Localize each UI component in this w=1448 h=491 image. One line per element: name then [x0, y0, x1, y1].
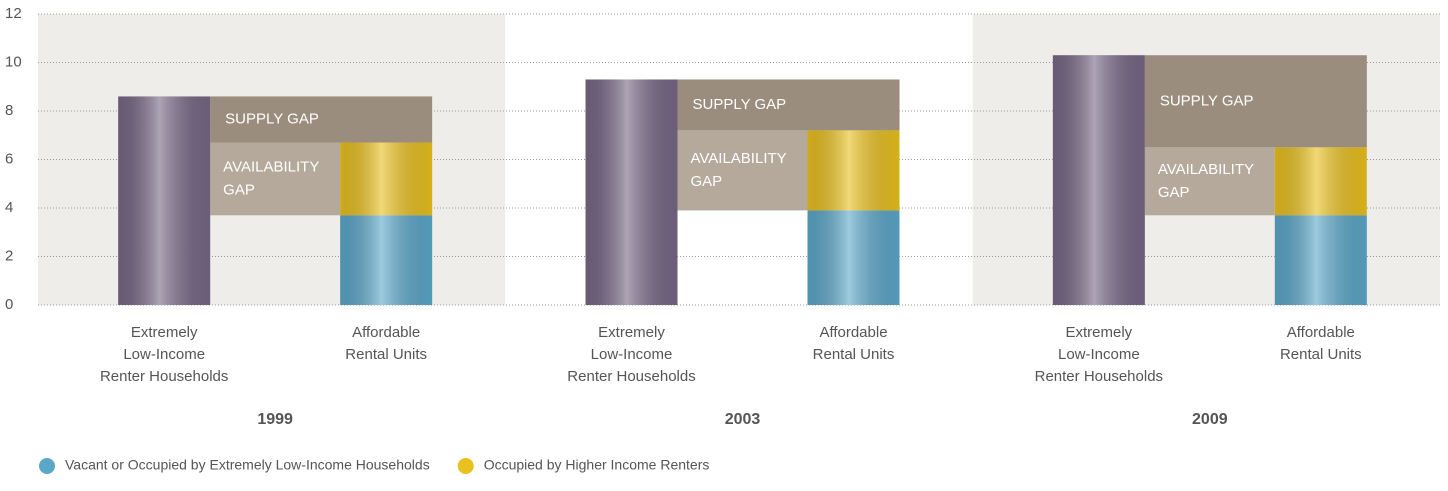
- x-tick-label: Renter Households: [100, 368, 228, 385]
- legend-swatch: [39, 458, 55, 474]
- availability-gap: [677, 130, 808, 211]
- availability-gap-label: AVAILABILITY: [223, 158, 319, 175]
- availability-gap-label: GAP: [1158, 184, 1190, 201]
- legend-swatch: [457, 458, 474, 474]
- availability-gap-label: GAP: [223, 181, 255, 198]
- x-tick-label: Affordable: [819, 324, 887, 341]
- availability-gap: [1144, 147, 1275, 216]
- x-tick-label: Rental Units: [1280, 346, 1362, 363]
- supply-gap-label: SUPPLY GAP: [693, 96, 787, 113]
- supply-gap-label: SUPPLY GAP: [1160, 92, 1254, 109]
- x-tick-label: Extremely: [598, 324, 665, 341]
- availability-gap: [210, 142, 341, 216]
- x-tick-label: Rental Units: [345, 346, 427, 363]
- x-tick-label: Renter Households: [1035, 368, 1163, 385]
- bar-shine: [807, 130, 900, 305]
- bar-shine: [585, 79, 678, 305]
- y-tick-label: 8: [5, 102, 13, 119]
- x-tick-label: Affordable: [352, 324, 420, 341]
- y-tick-label: 4: [5, 199, 13, 216]
- x-tick-label: Renter Households: [567, 368, 695, 385]
- y-tick-label: 6: [5, 150, 13, 167]
- availability-gap-label: GAP: [691, 173, 723, 190]
- legend-label: Vacant or Occupied by Extremely Low-Inco…: [65, 457, 430, 473]
- y-tick-label: 12: [5, 5, 22, 22]
- legend-label: Occupied by Higher Income Renters: [484, 457, 710, 473]
- x-tick-label: Extremely: [1066, 324, 1133, 341]
- group-label: 2009: [1192, 411, 1228, 428]
- y-tick-label: 2: [5, 247, 13, 264]
- group-label: 2003: [725, 411, 761, 428]
- x-tick-label: Low-Income: [1058, 346, 1140, 363]
- x-tick-label: Low-Income: [591, 346, 673, 363]
- availability-gap-label: AVAILABILITY: [1158, 161, 1254, 178]
- group-label: 1999: [257, 411, 293, 428]
- x-tick-label: Affordable: [1287, 324, 1355, 341]
- bar-shine: [118, 96, 211, 305]
- x-tick-label: Low-Income: [123, 346, 205, 363]
- availability-gap-label: AVAILABILITY: [691, 150, 787, 167]
- supply-gap: [1144, 55, 1367, 148]
- bar-shine: [1052, 55, 1145, 305]
- bar-shine: [340, 142, 433, 305]
- bar-shine: [1274, 147, 1367, 305]
- supply-gap: [210, 96, 433, 143]
- supply-gap-label: SUPPLY GAP: [225, 110, 319, 127]
- x-tick-label: Extremely: [131, 324, 198, 341]
- y-tick-label: 0: [5, 296, 13, 313]
- supply-gap: [677, 79, 900, 131]
- y-tick-label: 10: [5, 53, 22, 70]
- x-tick-label: Rental Units: [813, 346, 895, 363]
